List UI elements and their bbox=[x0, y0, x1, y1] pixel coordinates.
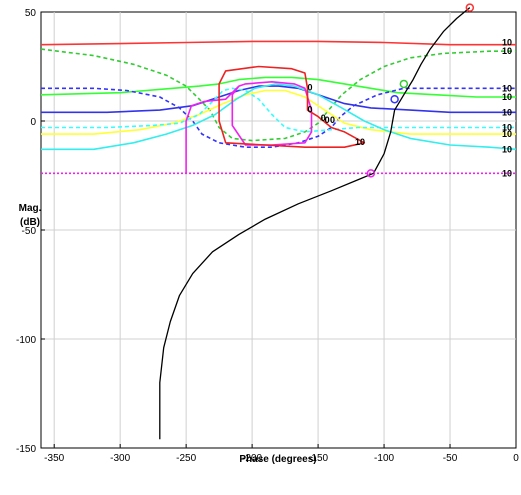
y-axis-label-line2: (dB) bbox=[20, 217, 40, 228]
inner-curve-label: 10 bbox=[355, 137, 365, 147]
y-axis-label-line1: Mag. bbox=[19, 203, 42, 214]
x-axis-label: Phase (degrees) bbox=[239, 454, 316, 465]
right-curve-label: 10 bbox=[502, 92, 512, 102]
inner-curve-label: 0 bbox=[330, 115, 335, 125]
right-curve-label: 10 bbox=[502, 129, 512, 139]
y-tick-label: -100 bbox=[16, 335, 36, 346]
x-tick-label: -350 bbox=[44, 453, 64, 464]
y-tick-label: 0 bbox=[30, 117, 36, 128]
right-curve-label: 10 bbox=[502, 46, 512, 56]
right-curve-label: 10 bbox=[502, 168, 512, 178]
y-tick-label: 50 bbox=[25, 8, 37, 19]
y-tick-label: -150 bbox=[16, 444, 36, 455]
x-tick-label: -50 bbox=[443, 453, 458, 464]
right-curve-label: 10 bbox=[502, 107, 512, 117]
inner-curve-label: 0 bbox=[308, 104, 313, 114]
x-tick-label: -300 bbox=[110, 453, 130, 464]
inner-curve-label: 0 bbox=[325, 115, 330, 125]
x-tick-label: -250 bbox=[176, 453, 196, 464]
x-tick-label: -100 bbox=[374, 453, 394, 464]
inner-curve-label: 0 bbox=[308, 82, 313, 92]
right-curve-label: 10 bbox=[502, 144, 512, 154]
x-tick-label: 0 bbox=[513, 453, 519, 464]
